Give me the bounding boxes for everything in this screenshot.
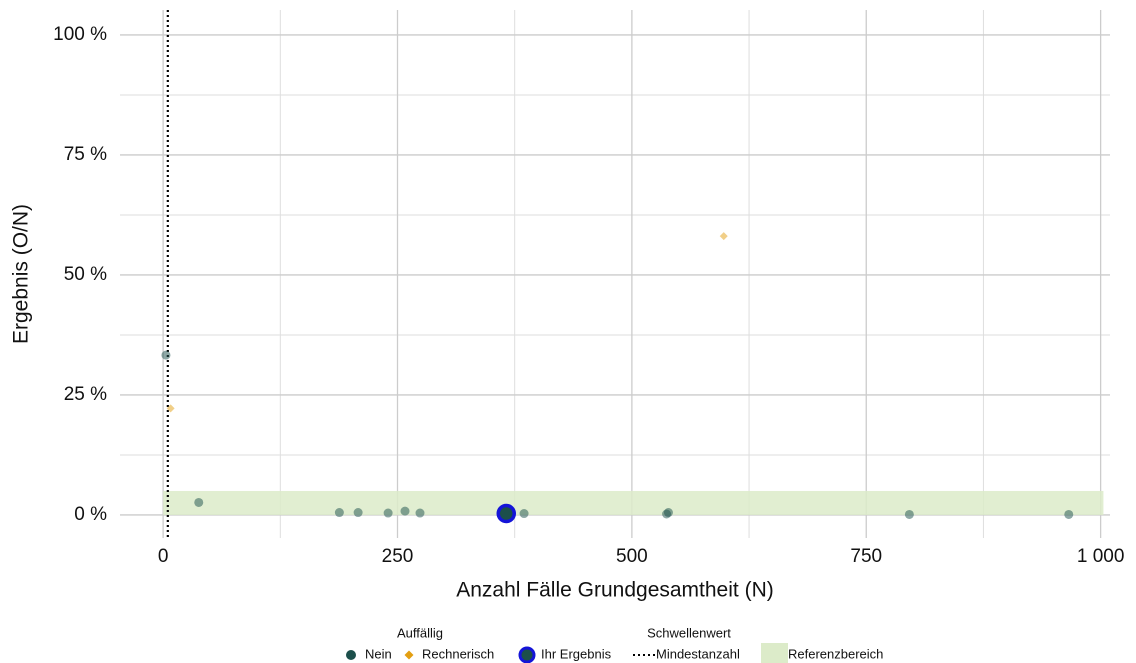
x-tick-label: 0 (158, 546, 169, 567)
reference-band (163, 490, 1104, 515)
y-tick-label: 50 % (64, 264, 107, 285)
highlight-point (496, 503, 516, 524)
x-tick-label: 250 (382, 546, 414, 567)
legend-swatch (346, 650, 356, 660)
data-point (383, 508, 393, 518)
x-tick-label: 500 (616, 546, 648, 567)
legend-swatch (761, 643, 788, 663)
y-tick-label: 75 % (64, 144, 107, 165)
data-point (719, 232, 728, 241)
data-point (1064, 509, 1074, 519)
x-tick-label: 750 (850, 546, 882, 567)
x-axis-title: Anzahl Fälle Grundgesamtheit (N) (456, 579, 773, 602)
legend-label: Nein (365, 646, 392, 661)
y-tick-label: 0 % (74, 504, 107, 525)
data-point (663, 508, 673, 518)
legend-label: Referenzbereich (788, 646, 883, 661)
data-point (904, 509, 914, 519)
data-point (334, 508, 344, 518)
y-tick-label: 100 % (53, 24, 107, 45)
data-point (353, 508, 363, 518)
legend-label: Ihr Ergebnis (541, 646, 612, 661)
data-point (400, 506, 410, 516)
legend-title: Auffällig (397, 625, 443, 640)
legend-label: Mindestanzahl (656, 646, 740, 661)
legend-swatch (518, 646, 536, 663)
y-tick-label: 25 % (64, 384, 107, 405)
legend-title: Schwellenwert (647, 625, 731, 640)
data-point (161, 350, 171, 360)
data-point (194, 497, 204, 507)
legend-swatch (404, 650, 414, 660)
y-axis-title: Ergebnis (O/N) (10, 204, 33, 344)
data-point (166, 404, 175, 413)
x-tick-label: 1 000 (1077, 546, 1125, 567)
data-point (415, 508, 425, 518)
legend-label: Rechnerisch (422, 646, 494, 661)
data-point (519, 509, 529, 519)
